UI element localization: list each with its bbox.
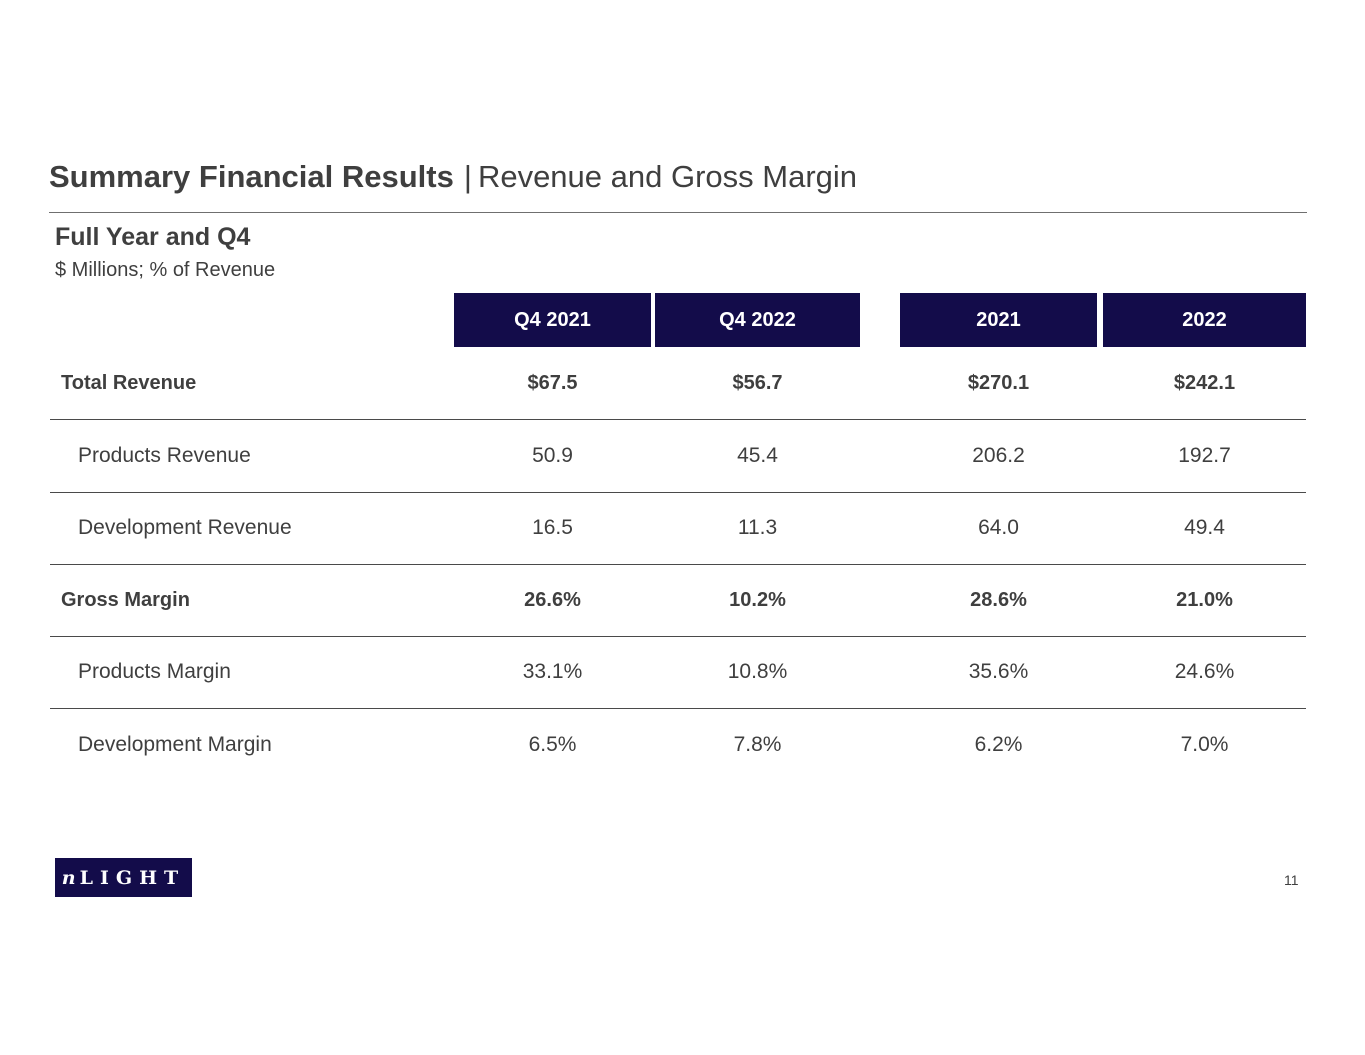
row-label: Gross Margin: [61, 588, 190, 611]
table-row-gross-margin: Gross Margin 26.6% 10.2% 28.6% 21.0%: [50, 564, 1306, 637]
table-cell: $56.7: [732, 371, 783, 394]
table-cell: 16.5: [532, 516, 573, 539]
table-cell: 33.1%: [522, 660, 583, 683]
row-label: Total Revenue: [61, 371, 197, 394]
title-divider: [49, 212, 1307, 213]
table-cell: 50.9: [532, 444, 573, 467]
page-number: 11: [1284, 872, 1299, 888]
title-separator: |: [463, 159, 472, 194]
logo-light: LIGHT: [79, 866, 186, 889]
table-cell: 7.0%: [1180, 733, 1229, 756]
page-title: Summary Financial Results | Revenue and Gr…: [49, 157, 857, 197]
table-cell: 10.2%: [729, 588, 786, 611]
title-rest: Revenue and Gross Margin: [477, 159, 858, 194]
table-cell: 7.8%: [733, 733, 782, 756]
column-header-q4-2022: Q4 2022: [655, 293, 860, 347]
units-note: $ Millions; % of Revenue: [55, 259, 276, 281]
table-cell: 206.2: [972, 444, 1025, 467]
table-cell: $270.1: [967, 371, 1030, 394]
row-label: Development Revenue: [78, 516, 292, 539]
column-header-2022: 2022: [1103, 293, 1306, 347]
table-row-total-revenue: Total Revenue $67.5 $56.7 $270.1 $242.1: [50, 347, 1306, 420]
table-cell: 45.4: [737, 444, 778, 467]
table-row-development-margin: Development Margin 6.5% 7.8% 6.2% 7.0%: [50, 709, 1306, 781]
table-cell: 35.6%: [968, 660, 1029, 683]
table-cell: 24.6%: [1174, 660, 1235, 683]
table-cell: $242.1: [1173, 371, 1236, 394]
section-subtitle: Full Year and Q4: [55, 223, 251, 251]
table-cell: 21.0%: [1176, 588, 1233, 611]
nlight-logo: n LIGHT: [55, 858, 192, 897]
table-row-products-margin: Products Margin 33.1% 10.8% 35.6% 24.6%: [50, 636, 1306, 709]
table-cell: 64.0: [978, 516, 1019, 539]
table-cell: 26.6%: [524, 588, 581, 611]
table-cell: 10.8%: [727, 660, 788, 683]
table-cell: 192.7: [1178, 444, 1231, 467]
column-header-2021: 2021: [900, 293, 1097, 347]
table-cell: 28.6%: [970, 588, 1027, 611]
row-label: Development Margin: [78, 733, 272, 756]
column-header-q4-2021: Q4 2021: [454, 293, 651, 347]
table-cell: 11.3: [737, 516, 778, 539]
table-cell: 49.4: [1184, 516, 1225, 539]
row-label: Products Margin: [78, 660, 231, 683]
table-row-products-revenue: Products Revenue 50.9 45.4 206.2 192.7: [50, 420, 1306, 493]
table-row-development-revenue: Development Revenue 16.5 11.3 64.0 49.4: [50, 492, 1306, 565]
table-cell: 6.5%: [528, 733, 577, 756]
table-cell: $67.5: [527, 371, 578, 394]
logo-n: n: [61, 866, 80, 889]
title-bold: Summary Financial Results: [49, 159, 454, 194]
table-cell: 6.2%: [974, 733, 1023, 756]
row-label: Products Revenue: [78, 444, 251, 467]
